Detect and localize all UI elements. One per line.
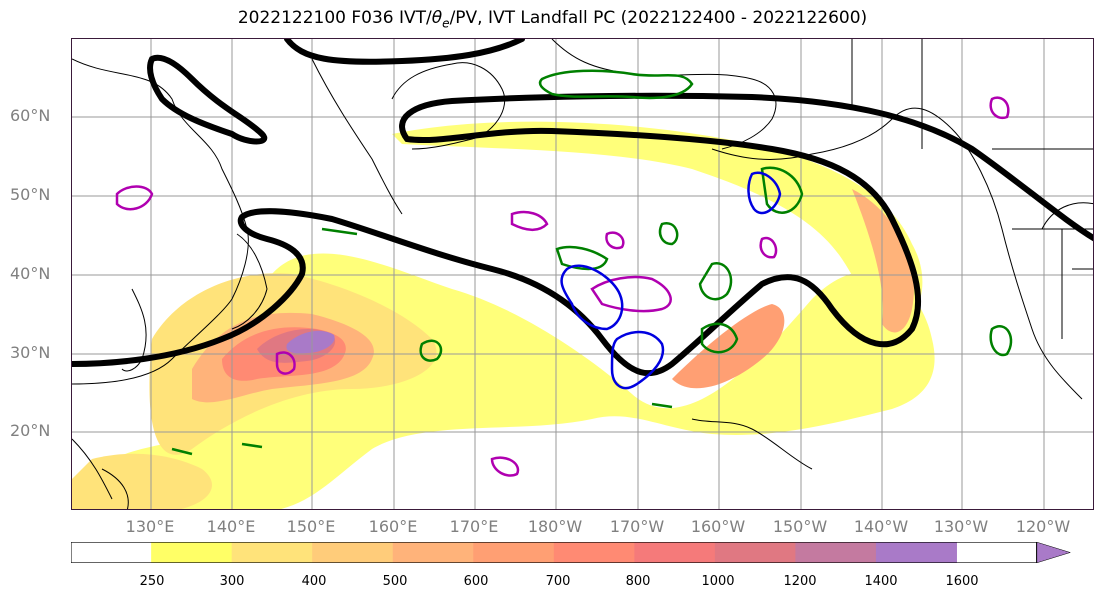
colorbar-tick-1400: 1400 <box>864 574 898 589</box>
colorbar-segment <box>714 542 796 563</box>
lon-label-140e: 140°E <box>206 517 256 536</box>
theta-e-contours <box>171 69 1013 456</box>
lat-label-60n: 60°N <box>10 106 51 125</box>
colorbar-segment <box>151 542 233 563</box>
pv-negative-contours <box>560 171 782 390</box>
colorbar-tick-1000: 1000 <box>701 574 735 589</box>
lat-label-20n: 20°N <box>10 421 51 440</box>
lon-label-170w: 170°W <box>609 517 665 536</box>
colorbar <box>71 542 1072 563</box>
lat-label-50n: 50°N <box>10 185 51 204</box>
colorbar-tick-700: 700 <box>545 574 571 589</box>
lon-label-160e: 160°E <box>368 517 418 536</box>
colorbar-segment <box>473 542 555 563</box>
colorbar-tick-1600: 1600 <box>945 574 979 589</box>
colorbar-tick-600: 600 <box>463 574 489 589</box>
colorbar-segment <box>392 542 474 563</box>
lon-label-140w: 140°W <box>853 517 909 536</box>
map-panel <box>71 38 1094 510</box>
colorbar-segment <box>795 542 877 563</box>
colorbar-tick-400: 400 <box>301 574 327 589</box>
lon-label-120w: 120°W <box>1015 517 1071 536</box>
colorbar-segment <box>312 542 394 563</box>
lon-label-130e: 130°E <box>125 517 175 536</box>
lon-label-170e: 170°E <box>449 517 499 536</box>
colorbar-segment <box>231 542 313 563</box>
lon-label-160w: 160°W <box>690 517 746 536</box>
lon-label-150w: 150°W <box>772 517 828 536</box>
ivt-shading <box>72 121 935 509</box>
colorbar-tick-500: 500 <box>382 574 408 589</box>
graticule <box>72 39 1093 509</box>
colorbar-tick-800: 800 <box>625 574 651 589</box>
colorbar-extend-arrow <box>1036 542 1072 563</box>
lon-label-180w: 180°W <box>527 517 583 536</box>
colorbar-segment <box>875 542 957 563</box>
colorbar-segment <box>634 542 716 563</box>
lat-label-30n: 30°N <box>10 343 51 362</box>
lat-label-40n: 40°N <box>10 264 51 283</box>
colorbar-tick-250: 250 <box>139 574 165 589</box>
lon-label-130w: 130°W <box>933 517 989 536</box>
map-canvas <box>72 39 1093 509</box>
colorbar-segment-below <box>71 542 152 563</box>
colorbar-tick-1200: 1200 <box>783 574 817 589</box>
pv-positive-contours <box>115 96 1010 477</box>
colorbar-tick-300: 300 <box>219 574 245 589</box>
chart-title: 2022122100 F036 IVT/θe/PV, IVT Landfall … <box>237 8 868 31</box>
colorbar-segment <box>553 542 635 563</box>
lon-label-150e: 150°E <box>286 517 336 536</box>
